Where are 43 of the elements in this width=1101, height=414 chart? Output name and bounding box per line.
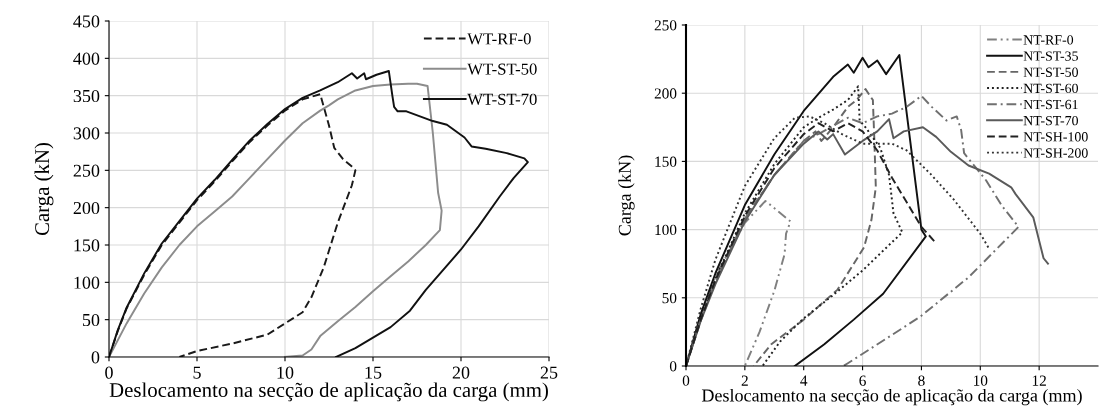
y-tick-label: 100 — [74, 276, 100, 289]
x-axis-title: Deslocamento na secção de aplicação da carga (mm) — [109, 382, 548, 402]
y-tick-label: 50 — [662, 292, 677, 304]
x-tick-label: 12 — [1032, 375, 1046, 386]
x-tick-label: 15 — [365, 366, 382, 379]
x-tick-label: 10 — [973, 375, 988, 386]
y-tick-label: 50 — [82, 313, 100, 327]
x-tick-label: 0 — [682, 375, 690, 386]
legend-label: WT-ST-50 — [467, 63, 537, 75]
legend-label: NT-RF-0 — [1023, 35, 1074, 45]
legend-label: NT-ST-61 — [1023, 99, 1078, 110]
y-tick-label: 100 — [655, 224, 677, 236]
legend-label: WT-RF-0 — [467, 33, 531, 45]
legend-label: NT-ST-60 — [1023, 83, 1078, 94]
x-tick-label: 2 — [741, 375, 748, 386]
y-tick-label: 250 — [73, 164, 100, 177]
x-tick-label: 4 — [800, 375, 808, 386]
y-tick-label: 450 — [73, 15, 100, 28]
y-tick-label: 250 — [654, 20, 677, 31]
y-tick-label: 150 — [655, 156, 677, 167]
legend-label: NT-SH-100 — [1023, 132, 1088, 142]
y-tick-label: 200 — [73, 201, 100, 215]
x-tick-label: 5 — [193, 366, 201, 379]
legend-label: NT-ST-50 — [1023, 67, 1078, 77]
legend-label: NT-SH-200 — [1023, 148, 1088, 158]
y-tick-label: 200 — [654, 88, 677, 99]
y-axis-title: Carga (kN) — [618, 155, 635, 236]
x-tick-label: 20 — [452, 366, 470, 379]
legend-label: NT-ST-70 — [1023, 115, 1078, 126]
legend-label: WT-ST-70 — [467, 93, 537, 106]
y-tick-label: 150 — [74, 239, 100, 252]
x-tick-label: 10 — [277, 366, 294, 379]
y-axis-title: Carga (kN) — [34, 142, 54, 236]
x-tick-label: 0 — [105, 366, 113, 379]
x-tick-label: 25 — [540, 366, 558, 379]
y-tick-label: 350 — [73, 89, 100, 103]
y-tick-label: 0 — [91, 351, 100, 364]
y-tick-label: 400 — [73, 52, 100, 65]
legend-label: NT-ST-35 — [1023, 51, 1078, 61]
y-tick-label: 300 — [73, 127, 100, 140]
x-tick-label: 8 — [918, 375, 925, 386]
x-axis-title: Deslocamento na secção de aplicação da carga (mm) — [701, 388, 1082, 406]
x-tick-label: 6 — [859, 375, 866, 386]
